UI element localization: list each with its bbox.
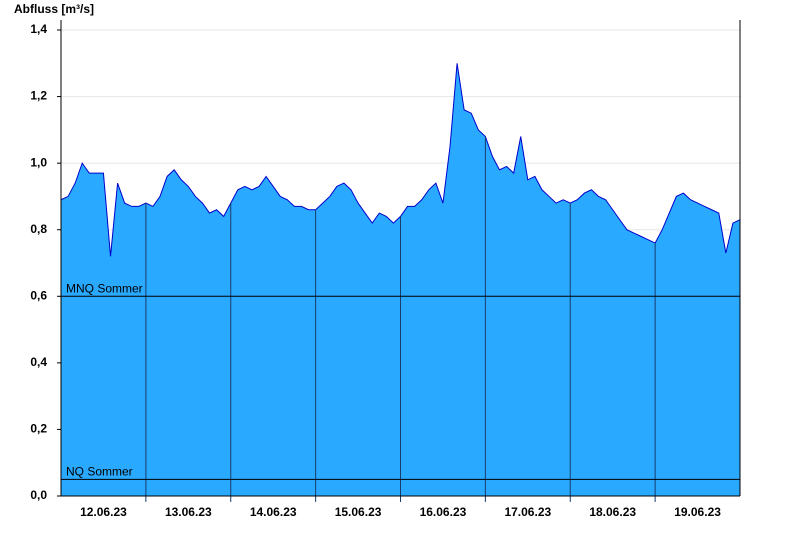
x-tick-label: 19.06.23 — [674, 505, 721, 519]
y-tick-label: 0,4 — [30, 355, 47, 369]
x-tick-label: 17.06.23 — [504, 505, 551, 519]
y-tick-label: 0,8 — [30, 222, 47, 236]
y-tick-label: 1,0 — [30, 155, 47, 169]
y-tick-label: 1,4 — [30, 22, 47, 36]
x-tick-label: 14.06.23 — [250, 505, 297, 519]
y-tick-label: 1,2 — [30, 89, 47, 103]
x-tick-label: 12.06.23 — [80, 505, 127, 519]
x-tick-label: 16.06.23 — [420, 505, 467, 519]
y-tick-label: 0,2 — [30, 422, 47, 436]
y-tick-label: 0,6 — [30, 288, 47, 302]
x-tick-label: 18.06.23 — [589, 505, 636, 519]
x-tick-label: 15.06.23 — [335, 505, 382, 519]
y-tick-label: 0,0 — [30, 488, 47, 502]
reference-label: NQ Sommer — [66, 465, 133, 479]
y-axis-label: Abfluss [m³/s] — [14, 2, 94, 16]
reference-label: MNQ Sommer — [66, 281, 143, 295]
x-tick-label: 13.06.23 — [165, 505, 212, 519]
